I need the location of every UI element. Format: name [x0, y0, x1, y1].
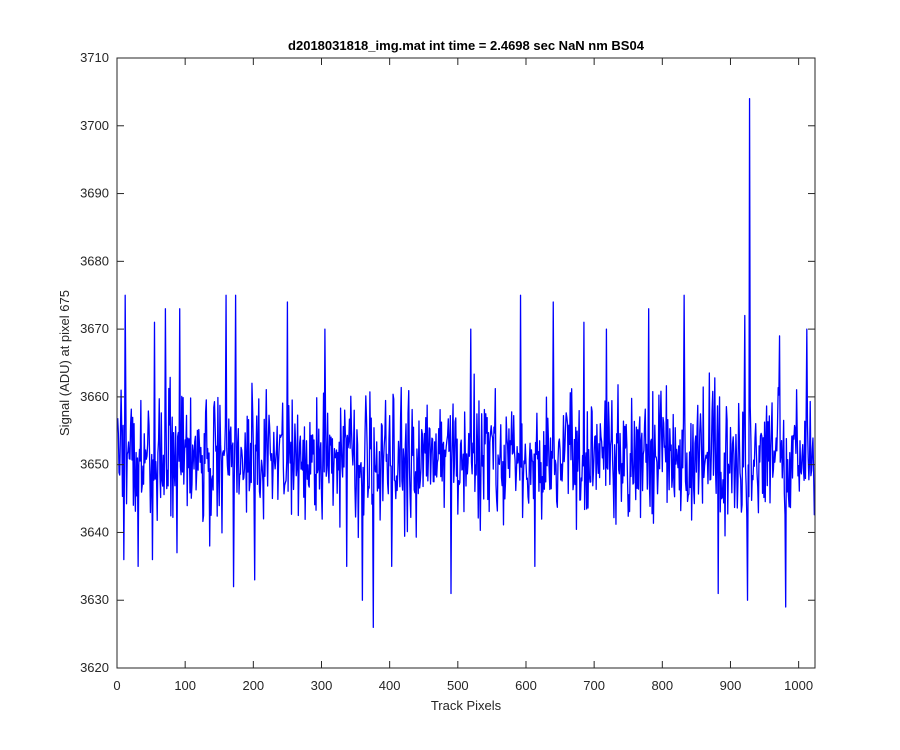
- x-tick-label: 800: [651, 678, 673, 693]
- ticks-layer: 0 100 200 300 400 500 600 700 800 900 1000 3620 3630…: [80, 50, 815, 693]
- y-tick-label: 3660: [80, 389, 109, 404]
- y-tick-label: 3710: [80, 50, 109, 65]
- y-tick-label: 3650: [80, 457, 109, 472]
- series-line: [117, 98, 816, 628]
- y-tick-label: 3690: [80, 186, 109, 201]
- chart-title: d2018031818_img.mat int time = 2.4698 se…: [288, 38, 645, 53]
- x-tick-label: 1000: [784, 678, 813, 693]
- x-tick-label: 100: [174, 678, 196, 693]
- x-tick-label: 200: [242, 678, 264, 693]
- x-tick-label: 900: [720, 678, 742, 693]
- y-tick-label: 3630: [80, 592, 109, 607]
- x-tick-label: 600: [515, 678, 537, 693]
- axes-box: [116, 57, 816, 669]
- y-tick-label: 3620: [80, 660, 109, 675]
- y-axis-label: Signal (ADU) at pixel 675: [57, 290, 72, 436]
- x-tick-label: 300: [311, 678, 333, 693]
- plot-area: [117, 58, 815, 668]
- x-tick-label: 0: [113, 678, 120, 693]
- series-layer: [117, 98, 816, 628]
- y-tick-label: 3640: [80, 524, 109, 539]
- x-tick-label: 700: [583, 678, 605, 693]
- x-axis-label: Track Pixels: [431, 698, 502, 713]
- x-tick-label: 500: [447, 678, 469, 693]
- x-tick-label: 400: [379, 678, 401, 693]
- y-tick-label: 3680: [80, 253, 109, 268]
- y-tick-label: 3670: [80, 321, 109, 336]
- y-tick-label: 3700: [80, 118, 109, 133]
